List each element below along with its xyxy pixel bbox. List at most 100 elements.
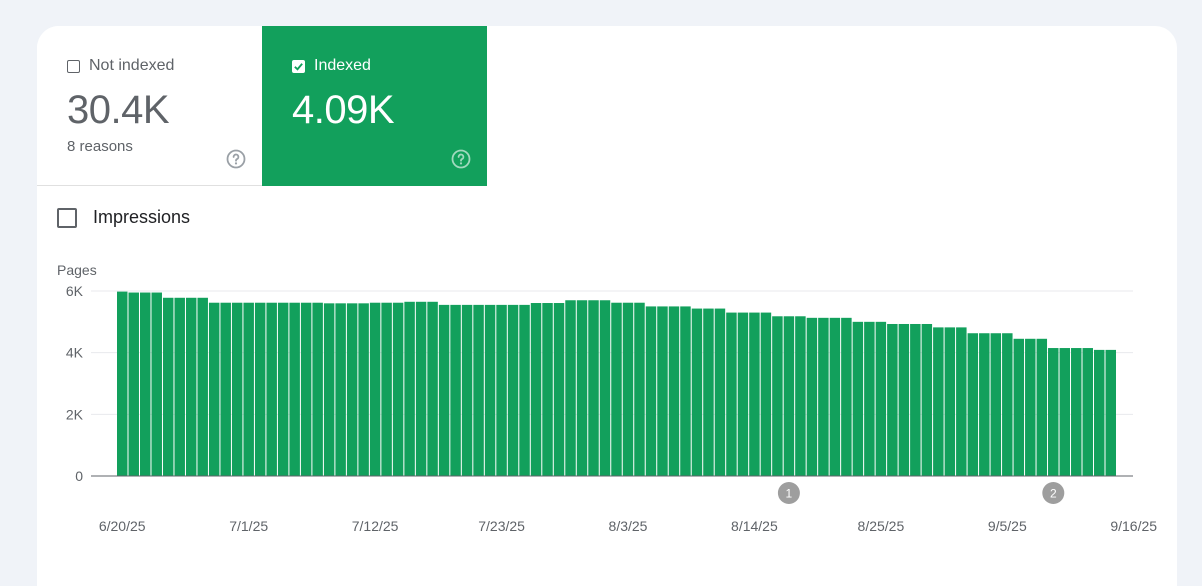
- bar[interactable]: [668, 306, 680, 476]
- bar[interactable]: [323, 303, 335, 476]
- bar[interactable]: [266, 302, 277, 476]
- bar[interactable]: [151, 292, 162, 476]
- bar[interactable]: [473, 304, 484, 477]
- bar[interactable]: [1059, 348, 1071, 476]
- bar[interactable]: [312, 302, 323, 476]
- bar[interactable]: [117, 291, 128, 476]
- bar[interactable]: [484, 304, 496, 477]
- bar[interactable]: [622, 302, 634, 476]
- bar[interactable]: [415, 301, 427, 476]
- bar[interactable]: [162, 297, 174, 476]
- bar[interactable]: [507, 304, 519, 477]
- bar[interactable]: [611, 302, 622, 476]
- bar[interactable]: [185, 297, 197, 476]
- y-tick-label: 6K: [66, 283, 84, 299]
- bar[interactable]: [335, 303, 346, 476]
- bar[interactable]: [714, 308, 726, 476]
- bar[interactable]: [737, 312, 749, 476]
- bar[interactable]: [967, 333, 979, 476]
- bar[interactable]: [530, 303, 542, 476]
- bar[interactable]: [231, 302, 243, 476]
- bar[interactable]: [588, 300, 599, 476]
- bar[interactable]: [1025, 338, 1036, 476]
- not-indexed-checkbox[interactable]: [67, 59, 80, 73]
- bar[interactable]: [542, 303, 553, 476]
- bar[interactable]: [875, 321, 887, 476]
- bar[interactable]: [1048, 348, 1059, 476]
- bar[interactable]: [749, 312, 760, 476]
- bar[interactable]: [703, 308, 714, 476]
- bar[interactable]: [1002, 333, 1013, 476]
- bar[interactable]: [956, 327, 967, 476]
- bar[interactable]: [519, 304, 530, 477]
- bar[interactable]: [277, 302, 289, 476]
- indexed-checkbox[interactable]: [292, 59, 305, 73]
- bar[interactable]: [657, 306, 668, 476]
- bar[interactable]: [438, 304, 450, 477]
- bar[interactable]: [795, 316, 806, 476]
- bar[interactable]: [553, 303, 565, 476]
- bar[interactable]: [645, 306, 657, 476]
- bar[interactable]: [979, 333, 990, 476]
- bar[interactable]: [450, 304, 461, 477]
- bar[interactable]: [1036, 338, 1048, 476]
- bar[interactable]: [760, 312, 772, 476]
- bar[interactable]: [726, 312, 737, 476]
- bar[interactable]: [404, 301, 415, 476]
- bar[interactable]: [818, 317, 829, 476]
- bar[interactable]: [197, 297, 208, 476]
- help-icon[interactable]: [451, 149, 471, 169]
- impressions-checkbox[interactable]: [57, 207, 77, 228]
- bar[interactable]: [346, 303, 358, 476]
- indexed-value: 4.09K: [292, 88, 395, 132]
- bar[interactable]: [680, 306, 691, 476]
- bar[interactable]: [243, 302, 254, 476]
- bar[interactable]: [208, 302, 220, 476]
- bar[interactable]: [898, 323, 910, 476]
- annotation-marker[interactable]: 2: [1042, 482, 1065, 504]
- bar[interactable]: [783, 316, 795, 476]
- bar[interactable]: [358, 303, 369, 476]
- bar[interactable]: [139, 292, 151, 476]
- bar[interactable]: [772, 316, 783, 476]
- bar[interactable]: [933, 327, 944, 476]
- bar[interactable]: [576, 300, 588, 476]
- bar[interactable]: [381, 302, 392, 476]
- bar[interactable]: [910, 323, 921, 476]
- not-indexed-tile[interactable]: Not indexed 30.4K 8 reasons: [37, 26, 262, 186]
- bar[interactable]: [1105, 349, 1116, 476]
- bar[interactable]: [289, 302, 300, 476]
- bar[interactable]: [864, 321, 875, 476]
- bar[interactable]: [300, 302, 312, 476]
- annotation-marker[interactable]: 1: [777, 482, 800, 504]
- bar[interactable]: [1013, 338, 1025, 476]
- bar[interactable]: [565, 300, 576, 476]
- bar[interactable]: [806, 317, 818, 476]
- bar[interactable]: [1071, 348, 1082, 476]
- bar[interactable]: [841, 317, 852, 476]
- bar[interactable]: [254, 302, 266, 476]
- bar[interactable]: [691, 308, 703, 476]
- bar[interactable]: [990, 333, 1002, 476]
- bar[interactable]: [128, 292, 139, 476]
- indexed-tile[interactable]: Indexed 4.09K: [262, 26, 487, 186]
- bar[interactable]: [921, 323, 933, 476]
- bar[interactable]: [887, 323, 898, 476]
- bar[interactable]: [174, 297, 185, 476]
- bar[interactable]: [220, 302, 231, 476]
- help-icon[interactable]: [226, 149, 246, 169]
- bar[interactable]: [599, 300, 611, 476]
- bar[interactable]: [829, 317, 841, 476]
- bar[interactable]: [427, 301, 438, 476]
- annotation-label: 1: [786, 487, 793, 501]
- bar[interactable]: [461, 304, 473, 477]
- bar[interactable]: [852, 321, 864, 476]
- bar[interactable]: [944, 327, 956, 476]
- impressions-toggle[interactable]: Impressions: [57, 207, 190, 228]
- bar[interactable]: [496, 304, 507, 477]
- bar[interactable]: [1082, 348, 1094, 476]
- bar[interactable]: [369, 302, 381, 476]
- bar[interactable]: [634, 302, 645, 476]
- bar[interactable]: [392, 302, 404, 476]
- bar[interactable]: [1094, 349, 1105, 476]
